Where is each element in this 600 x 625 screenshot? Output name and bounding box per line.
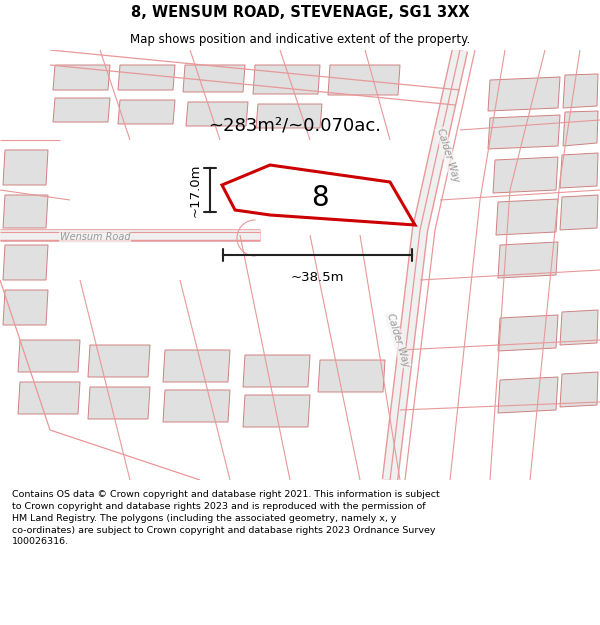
Polygon shape (318, 360, 385, 392)
Polygon shape (498, 242, 558, 278)
Polygon shape (53, 65, 110, 90)
Text: ~38.5m: ~38.5m (291, 271, 344, 284)
Polygon shape (88, 387, 150, 419)
Polygon shape (560, 195, 598, 230)
Polygon shape (3, 290, 48, 325)
Polygon shape (88, 345, 150, 377)
Polygon shape (496, 199, 558, 235)
Polygon shape (183, 65, 245, 92)
Text: 8, WENSUM ROAD, STEVENAGE, SG1 3XX: 8, WENSUM ROAD, STEVENAGE, SG1 3XX (131, 5, 469, 20)
Text: ~17.0m: ~17.0m (189, 163, 202, 217)
Polygon shape (118, 65, 175, 90)
Polygon shape (18, 382, 80, 414)
Text: ~283m²/~0.070ac.: ~283m²/~0.070ac. (209, 116, 382, 134)
Polygon shape (253, 65, 320, 94)
Polygon shape (328, 65, 400, 95)
Polygon shape (186, 102, 248, 126)
Polygon shape (560, 310, 598, 345)
Polygon shape (560, 372, 598, 407)
Text: Calder Way: Calder Way (435, 127, 461, 183)
Polygon shape (493, 157, 558, 193)
Polygon shape (563, 74, 598, 108)
Polygon shape (563, 111, 598, 146)
Polygon shape (3, 150, 48, 185)
Polygon shape (498, 377, 558, 413)
Polygon shape (498, 315, 558, 351)
Polygon shape (3, 245, 48, 280)
Text: 8: 8 (311, 184, 329, 212)
Text: Calder Way: Calder Way (385, 312, 411, 368)
Text: Wensum Road: Wensum Road (59, 232, 130, 242)
Polygon shape (243, 395, 310, 427)
Polygon shape (53, 98, 110, 122)
Polygon shape (488, 115, 560, 149)
Polygon shape (163, 350, 230, 382)
Polygon shape (560, 153, 598, 188)
Polygon shape (488, 77, 560, 111)
Polygon shape (256, 104, 322, 128)
Polygon shape (222, 165, 415, 225)
Text: Map shows position and indicative extent of the property.: Map shows position and indicative extent… (130, 34, 470, 46)
Polygon shape (118, 100, 175, 124)
Polygon shape (3, 195, 48, 228)
Polygon shape (18, 340, 80, 372)
Polygon shape (243, 355, 310, 387)
Text: Contains OS data © Crown copyright and database right 2021. This information is : Contains OS data © Crown copyright and d… (12, 490, 440, 546)
Polygon shape (163, 390, 230, 422)
